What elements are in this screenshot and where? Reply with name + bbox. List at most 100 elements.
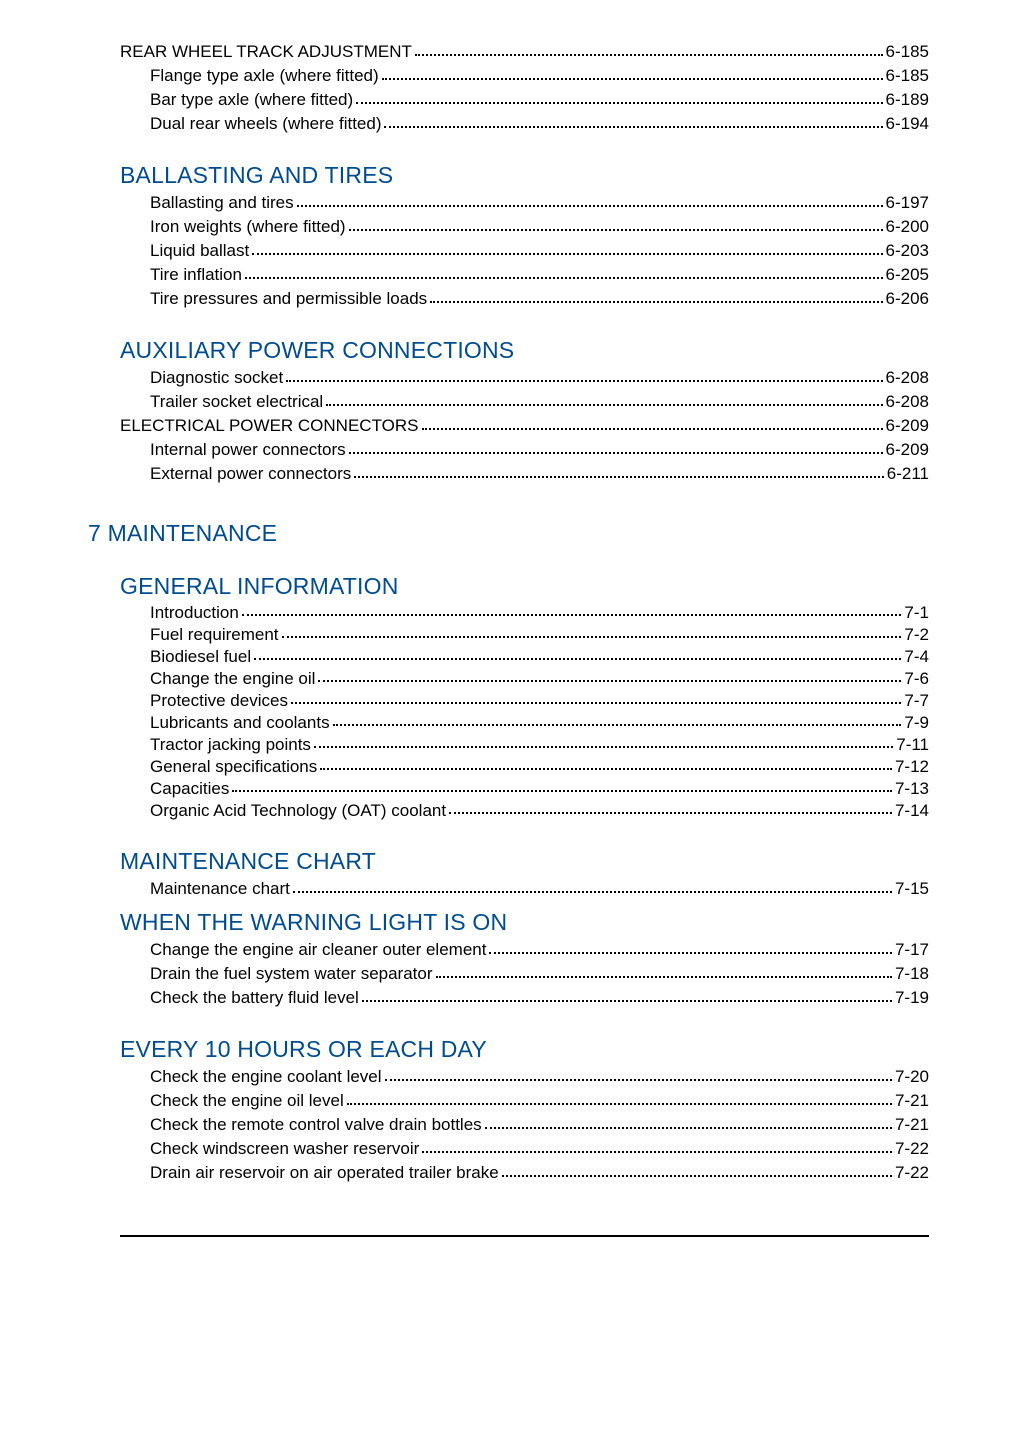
toc-label: Check the engine oil level — [150, 1089, 344, 1113]
toc-line: Protective devices 7-7 — [150, 690, 929, 712]
footer-rule — [120, 1235, 929, 1237]
toc-dot-leader — [297, 205, 883, 207]
toc-line: Flange type axle (where fitted) 6-185 — [150, 64, 929, 88]
toc-label: Tire inflation — [150, 263, 242, 287]
toc-group: Change the engine air cleaner outer elem… — [120, 938, 929, 1010]
toc-label: Drain air reservoir on air operated trai… — [150, 1161, 499, 1185]
toc-dot-leader — [354, 476, 884, 478]
toc-dot-leader — [252, 253, 882, 255]
toc-line: Ballasting and tires 6-197 — [150, 191, 929, 215]
toc-page: 7-22 — [895, 1137, 929, 1161]
toc-label: Trailer socket electrical — [150, 390, 323, 414]
toc-label: Maintenance chart — [150, 877, 290, 901]
toc-label: Introduction — [150, 602, 239, 624]
toc-dot-leader — [430, 301, 882, 303]
toc-line: Check the remote control valve drain bot… — [150, 1113, 929, 1137]
toc-line: Drain air reservoir on air operated trai… — [150, 1161, 929, 1185]
toc-label: Ballasting and tires — [150, 191, 294, 215]
toc-page: 6-200 — [886, 215, 929, 239]
toc-label: Biodiesel fuel — [150, 646, 251, 668]
toc-page: 7-22 — [895, 1161, 929, 1185]
toc-page: 7-7 — [904, 690, 929, 712]
toc-page: 7-12 — [895, 756, 929, 778]
toc-label: Internal power connectors — [150, 438, 346, 462]
toc-label: Change the engine air cleaner outer elem… — [150, 938, 486, 962]
toc-label: Check the engine coolant level — [150, 1065, 382, 1089]
toc-page: 6-209 — [886, 438, 929, 462]
section-title: MAINTENANCE CHART — [120, 848, 929, 875]
section-title: GENERAL INFORMATION — [120, 573, 929, 600]
toc-page: 6-194 — [886, 112, 929, 136]
toc-label: External power connectors — [150, 462, 351, 486]
toc-line: Lubricants and coolants 7-9 — [150, 712, 929, 734]
toc-page: 6-209 — [886, 414, 929, 438]
section-title: BALLASTING AND TIRES — [120, 162, 929, 189]
toc-line: Organic Acid Technology (OAT) coolant 7-… — [150, 800, 929, 822]
toc-dot-leader — [356, 102, 882, 104]
toc-line: Check the battery fluid level 7-19 — [150, 986, 929, 1010]
toc-dot-leader — [318, 680, 901, 682]
toc-page: 7-4 — [904, 646, 929, 668]
toc-dot-leader — [485, 1127, 892, 1129]
toc-dot-leader — [254, 658, 901, 660]
toc-page: 7-1 — [904, 602, 929, 624]
toc-page: 6-205 — [886, 263, 929, 287]
toc-line: Change the engine air cleaner outer elem… — [150, 938, 929, 962]
toc-group: Check the engine coolant level 7-20Check… — [120, 1065, 929, 1185]
toc-line: Drain the fuel system water separator 7-… — [150, 962, 929, 986]
toc-line: Dual rear wheels (where fitted) 6-194 — [150, 112, 929, 136]
toc-dot-leader — [232, 790, 892, 792]
toc-page: 7-2 — [904, 624, 929, 646]
toc-label: General specifications — [150, 756, 317, 778]
toc-dot-leader — [286, 380, 882, 382]
toc-label: Flange type axle (where fitted) — [150, 64, 379, 88]
toc-dot-leader — [326, 404, 882, 406]
toc-line: Introduction 7-1 — [150, 602, 929, 624]
toc-label: Capacities — [150, 778, 229, 800]
toc-page: 6-185 — [886, 64, 929, 88]
toc-page: 7-19 — [895, 986, 929, 1010]
toc-dot-leader — [245, 277, 883, 279]
toc-page: 6-208 — [886, 390, 929, 414]
toc-dot-leader — [382, 78, 883, 80]
toc-page: 7-21 — [895, 1113, 929, 1137]
toc-line: REAR WHEEL TRACK ADJUSTMENT 6-185 — [120, 40, 929, 64]
toc-label: Check the remote control valve drain bot… — [150, 1113, 482, 1137]
toc-page: 7-11 — [896, 734, 929, 756]
toc-label: Iron weights (where fitted) — [150, 215, 346, 239]
toc-page: 7-14 — [895, 800, 929, 822]
toc-label: ELECTRICAL POWER CONNECTORS — [120, 414, 419, 438]
toc-label: Organic Acid Technology (OAT) coolant — [150, 800, 446, 822]
toc-page: 6-206 — [886, 287, 929, 311]
toc-line: Check the engine oil level 7-21 — [150, 1089, 929, 1113]
toc-dot-leader — [502, 1175, 892, 1177]
toc-dot-leader — [384, 126, 882, 128]
toc-line: Capacities 7-13 — [150, 778, 929, 800]
toc-group: Introduction 7-1Fuel requirement 7-2Biod… — [120, 602, 929, 822]
toc-label: Tractor jacking points — [150, 734, 311, 756]
toc-label: Change the engine oil — [150, 668, 315, 690]
toc-dot-leader — [436, 976, 892, 978]
toc-label: Fuel requirement — [150, 624, 279, 646]
toc-line: Fuel requirement 7-2 — [150, 624, 929, 646]
toc-dot-leader — [489, 952, 892, 954]
chapter-title: 7 MAINTENANCE — [88, 520, 929, 547]
toc-dot-leader — [314, 746, 893, 748]
toc-page: 6-211 — [887, 462, 929, 486]
table-of-contents: REAR WHEEL TRACK ADJUSTMENT 6-185Flange … — [120, 40, 929, 1185]
toc-line: Internal power connectors 6-209 — [150, 438, 929, 462]
toc-page: 6-203 — [886, 239, 929, 263]
section-title: EVERY 10 HOURS OR EACH DAY — [120, 1036, 929, 1063]
toc-dot-leader — [422, 428, 883, 430]
toc-label: Liquid ballast — [150, 239, 249, 263]
toc-line: Check the engine coolant level 7-20 — [150, 1065, 929, 1089]
toc-dot-leader — [333, 724, 902, 726]
toc-label: Check the battery fluid level — [150, 986, 359, 1010]
toc-line: ELECTRICAL POWER CONNECTORS 6-209 — [120, 414, 929, 438]
toc-page: 7-17 — [895, 938, 929, 962]
toc-label: Lubricants and coolants — [150, 712, 330, 734]
toc-group: Maintenance chart 7-15 — [120, 877, 929, 901]
toc-group: REAR WHEEL TRACK ADJUSTMENT 6-185Flange … — [120, 40, 929, 136]
toc-dot-leader — [449, 812, 892, 814]
toc-page: 7-6 — [904, 668, 929, 690]
